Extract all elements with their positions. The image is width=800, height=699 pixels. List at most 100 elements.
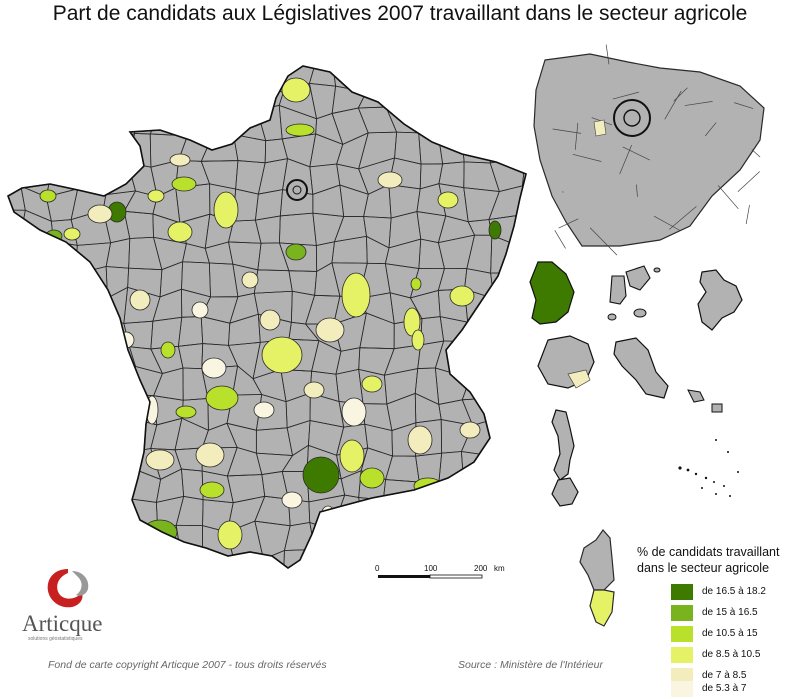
constituency-cell bbox=[25, 107, 50, 138]
constituency-cell bbox=[73, 66, 110, 86]
constituency-cell bbox=[22, 417, 48, 455]
constituency-cell bbox=[514, 442, 526, 481]
constituency-cell bbox=[76, 157, 107, 196]
map-reunion bbox=[537, 335, 595, 389]
idf-paris-core bbox=[623, 109, 641, 127]
constituency-colored bbox=[315, 317, 345, 343]
constituency-cell bbox=[461, 107, 494, 144]
constituency-cell bbox=[74, 295, 108, 320]
constituency-cell bbox=[48, 80, 83, 120]
map-metropolitan-france bbox=[7, 65, 527, 569]
legend-label: de 8.5 à 10.5 bbox=[702, 649, 761, 660]
legend-item: de 16.5 à 18.2 bbox=[671, 584, 800, 600]
constituency-cell bbox=[514, 418, 526, 447]
constituency-cell bbox=[77, 475, 102, 502]
constituency-cell bbox=[99, 468, 136, 500]
legend-label: de 7 à 8.5 bbox=[702, 670, 747, 681]
idf-boundary bbox=[751, 149, 761, 158]
constituency-colored bbox=[201, 357, 227, 379]
constituency-cell bbox=[126, 91, 161, 112]
constituency-cell bbox=[71, 365, 105, 406]
constituency-colored bbox=[459, 421, 481, 439]
constituency-colored bbox=[171, 176, 197, 192]
constituency-colored bbox=[63, 227, 81, 241]
corsica-north bbox=[579, 529, 615, 591]
constituency-cell bbox=[8, 81, 27, 113]
idf-boundary bbox=[737, 171, 760, 193]
logo-mark-icon bbox=[47, 569, 89, 608]
constituency-cell bbox=[486, 502, 525, 534]
constituency-cell bbox=[435, 556, 475, 568]
constituency-cell bbox=[8, 497, 33, 531]
constituency-cell bbox=[44, 290, 82, 319]
constituency-cell bbox=[8, 525, 30, 559]
constituency-cell bbox=[365, 66, 393, 93]
constituency-cell bbox=[180, 552, 206, 568]
constituency-cell bbox=[8, 237, 30, 271]
constituency-cell bbox=[467, 83, 500, 117]
constituency-colored bbox=[341, 397, 367, 427]
constituency-cell bbox=[44, 314, 76, 352]
idf-boundary bbox=[605, 44, 610, 65]
constituency-cell bbox=[72, 104, 109, 145]
constituency-cell bbox=[382, 499, 424, 527]
constituency-cell bbox=[22, 393, 49, 420]
constituency-colored bbox=[285, 123, 315, 137]
constituency-colored bbox=[403, 307, 421, 337]
idf-boundary bbox=[574, 122, 579, 150]
constituency-cell bbox=[435, 107, 469, 144]
map-saint-pierre bbox=[551, 409, 579, 507]
constituency-cell bbox=[387, 66, 419, 92]
constituency-cell bbox=[441, 496, 472, 529]
idf-boundary bbox=[734, 102, 754, 109]
constituency-cell bbox=[494, 318, 526, 352]
constituency-cell bbox=[180, 66, 214, 94]
constituency-cell bbox=[441, 66, 475, 91]
idf-boundary bbox=[636, 184, 638, 197]
constituency-cell bbox=[24, 290, 59, 321]
scale-tick-200: 200 bbox=[474, 564, 488, 573]
constituency-colored bbox=[217, 520, 243, 550]
legend-item: de 10.5 à 15 bbox=[671, 626, 800, 642]
constituency-colored bbox=[241, 271, 259, 289]
map-ile-de-france-inset bbox=[533, 44, 765, 256]
constituency-cell bbox=[8, 350, 26, 372]
constituency-colored bbox=[377, 171, 403, 189]
legend-label: de 10.5 à 15 bbox=[702, 628, 758, 639]
constituency-colored bbox=[407, 425, 433, 455]
constituency-colored bbox=[147, 189, 165, 203]
constituency-cell bbox=[358, 497, 392, 527]
legend-item: de 5.3 à 7 bbox=[671, 681, 800, 697]
constituency-cell bbox=[514, 478, 526, 507]
constituency-cell bbox=[522, 209, 526, 249]
constituency-cell bbox=[492, 442, 516, 481]
idf-boundary bbox=[653, 215, 681, 231]
constituency-cell bbox=[491, 85, 516, 117]
legend-swatch bbox=[671, 626, 693, 642]
idf-boundary bbox=[619, 145, 632, 175]
constituency-cell bbox=[410, 66, 449, 90]
scale-unit: km bbox=[494, 564, 505, 573]
constituency-cell bbox=[417, 88, 450, 116]
constituency-cell bbox=[470, 496, 499, 531]
logo: Articque solutions géostatistiques bbox=[20, 565, 130, 645]
constituency-colored bbox=[205, 385, 239, 411]
constituency-cell bbox=[100, 494, 131, 529]
constituency-cell bbox=[72, 494, 111, 535]
constituency-cell bbox=[70, 418, 107, 449]
constituency-cell bbox=[19, 66, 56, 92]
constituency-cell bbox=[444, 522, 475, 560]
constituency-cell bbox=[489, 130, 526, 164]
constituency-cell bbox=[331, 524, 366, 562]
legend-swatch bbox=[671, 668, 693, 684]
constituency-cell bbox=[102, 66, 128, 93]
map-corsica bbox=[579, 529, 615, 627]
constituency-cell bbox=[386, 546, 421, 568]
constituency-cell bbox=[22, 370, 55, 404]
idf-light-cell bbox=[593, 119, 607, 137]
constituency-colored bbox=[169, 153, 191, 167]
idf-boundary bbox=[552, 128, 582, 134]
constituency-colored bbox=[449, 285, 475, 307]
constituency-cell bbox=[153, 66, 187, 93]
